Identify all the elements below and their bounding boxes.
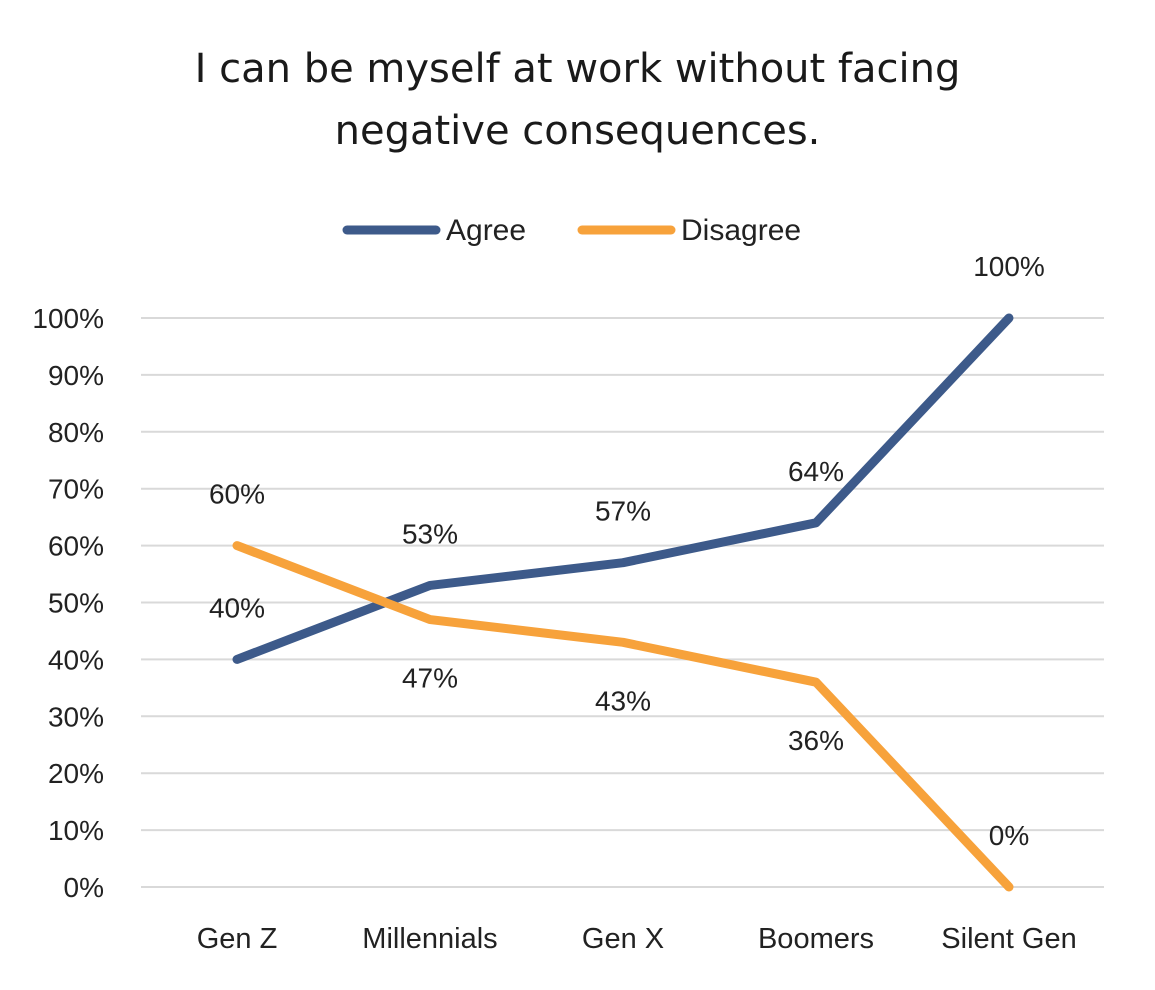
data-label-disagree: 43% bbox=[595, 685, 651, 716]
y-tick-label: 70% bbox=[48, 474, 104, 505]
data-label-disagree: 36% bbox=[788, 725, 844, 756]
data-label-agree: 53% bbox=[402, 518, 458, 549]
x-category-label: Gen X bbox=[582, 923, 664, 955]
data-label-agree: 64% bbox=[788, 456, 844, 487]
x-category-label: Silent Gen bbox=[941, 923, 1076, 955]
y-tick-label: 10% bbox=[48, 815, 104, 846]
chart-title-line-1: I can be myself at work without facing bbox=[194, 46, 961, 92]
data-label-agree: 40% bbox=[209, 592, 265, 623]
chart-title-line-2: negative consequences. bbox=[334, 108, 821, 154]
y-tick-label: 20% bbox=[48, 758, 104, 789]
data-label-disagree: 47% bbox=[402, 663, 458, 694]
y-axis-ticks: 0% 10% 20% 30% 40% 50% 60% 70% 80% 90% 100% bbox=[32, 303, 104, 903]
y-tick-label: 100% bbox=[32, 303, 104, 334]
series-lines bbox=[232, 313, 1014, 892]
data-label-disagree: 0% bbox=[989, 820, 1029, 851]
legend-label-agree: Agree bbox=[446, 214, 526, 247]
y-tick-label: 50% bbox=[48, 588, 104, 619]
series-line-disagree bbox=[232, 541, 1014, 892]
series-line-agree bbox=[232, 313, 1014, 664]
y-tick-label: 90% bbox=[48, 360, 104, 391]
x-category-label: Gen Z bbox=[197, 923, 278, 955]
legend: Agree Disagree bbox=[342, 214, 801, 247]
y-tick-label: 0% bbox=[64, 872, 104, 903]
y-tick-label: 60% bbox=[48, 531, 104, 562]
y-tick-label: 30% bbox=[48, 701, 104, 732]
gridlines bbox=[141, 317, 1104, 888]
data-label-disagree: 60% bbox=[209, 479, 265, 510]
x-category-label: Boomers bbox=[758, 923, 874, 955]
x-axis-categories: Gen Z Millennials Gen X Boomers Silent Gen bbox=[197, 923, 1077, 955]
y-tick-label: 40% bbox=[48, 644, 104, 675]
y-tick-label: 80% bbox=[48, 417, 104, 448]
x-category-label: Millennials bbox=[362, 923, 497, 955]
legend-label-disagree: Disagree bbox=[681, 214, 801, 247]
data-label-agree: 100% bbox=[973, 251, 1045, 282]
data-label-agree: 57% bbox=[595, 496, 651, 527]
chart-title: I can be myself at work without facing n… bbox=[0, 38, 1155, 162]
data-labels: 40% 53% 57% 64% 100% 60% 47% 43% 36% 0% bbox=[209, 251, 1045, 851]
